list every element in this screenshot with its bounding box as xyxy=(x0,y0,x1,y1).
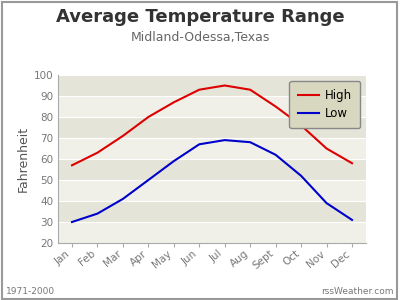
Low xyxy=(95,212,100,215)
High xyxy=(172,100,176,104)
Low xyxy=(324,201,329,205)
Text: Average Temperature Range: Average Temperature Range xyxy=(56,8,344,26)
Bar xyxy=(58,117,366,138)
Bar xyxy=(58,180,366,201)
Text: Midland-Odessa,Texas: Midland-Odessa,Texas xyxy=(130,32,270,44)
Low xyxy=(197,142,202,146)
Bar xyxy=(58,96,366,117)
Low xyxy=(222,138,227,142)
Low xyxy=(273,153,278,157)
Low xyxy=(299,174,304,178)
High xyxy=(70,164,74,167)
Y-axis label: Fahrenheit: Fahrenheit xyxy=(16,126,29,192)
High xyxy=(95,151,100,154)
Text: 1971-2000: 1971-2000 xyxy=(6,287,55,296)
Low xyxy=(146,178,151,182)
Low xyxy=(70,220,74,224)
High xyxy=(350,161,354,165)
Low xyxy=(350,218,354,222)
Bar xyxy=(58,159,366,180)
High xyxy=(120,134,125,138)
Line: Low: Low xyxy=(72,140,352,222)
High xyxy=(197,88,202,92)
Text: rssWeather.com: rssWeather.com xyxy=(322,287,394,296)
High xyxy=(248,88,252,92)
High xyxy=(146,115,151,119)
Low xyxy=(120,197,125,201)
Line: High: High xyxy=(72,85,352,165)
High xyxy=(222,84,227,87)
Bar xyxy=(58,222,366,243)
Bar xyxy=(58,138,366,159)
Low xyxy=(248,140,252,144)
High xyxy=(324,147,329,150)
Low xyxy=(172,159,176,163)
Bar xyxy=(58,201,366,222)
Legend: High, Low: High, Low xyxy=(289,81,360,128)
Bar xyxy=(58,75,366,96)
High xyxy=(273,105,278,108)
High xyxy=(299,124,304,127)
